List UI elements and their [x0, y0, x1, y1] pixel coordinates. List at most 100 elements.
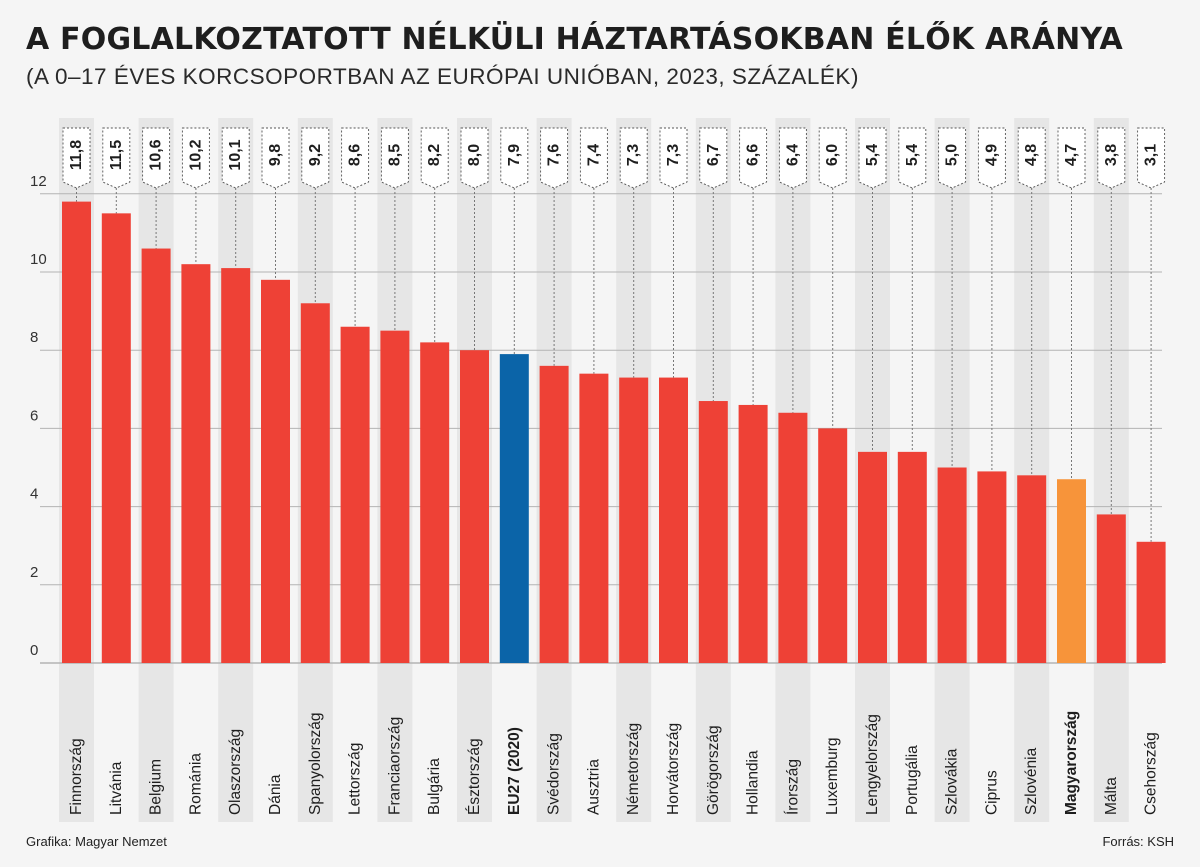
category-label: Portugália [904, 745, 921, 815]
value-label: 10,2 [187, 139, 204, 170]
value-label-box [181, 127, 210, 189]
bar [897, 451, 927, 663]
value-label-box [659, 127, 688, 189]
value-label-box [420, 127, 449, 189]
value-label-box [778, 127, 807, 189]
category-label: Luxemburg [824, 737, 841, 815]
value-label: 8,0 [466, 144, 483, 166]
bar [1017, 475, 1047, 663]
category-label: Szlovénia [1023, 747, 1040, 815]
value-label: 7,3 [665, 144, 682, 166]
value-label-box [221, 127, 250, 189]
chart-title: A FOGLALKOZTATOTT NÉLKÜLI HÁZTARTÁSOKBAN… [26, 22, 1123, 57]
value-label-box [380, 127, 409, 189]
value-label: 3,1 [1143, 144, 1160, 166]
value-label-box [898, 127, 927, 189]
y-tick-label: 4 [30, 486, 38, 503]
bar [1096, 514, 1126, 663]
value-label: 4,9 [983, 144, 1000, 166]
value-label-box [1097, 127, 1126, 189]
category-label: Belgium [148, 759, 165, 815]
value-label: 9,2 [307, 144, 324, 166]
y-tick-label: 0 [30, 642, 38, 659]
value-label: 6,7 [705, 144, 722, 166]
category-label: Görögország [705, 725, 722, 815]
value-label-box [301, 127, 330, 189]
value-label-box [1057, 127, 1086, 189]
bar [420, 342, 450, 663]
bar [1136, 541, 1166, 663]
value-label-box [460, 127, 489, 189]
bar [261, 279, 290, 663]
bar [619, 377, 649, 663]
value-label-box [699, 127, 728, 189]
value-label: 4,7 [1063, 144, 1080, 166]
y-tick-label: 12 [30, 173, 47, 190]
category-label: Finnország [68, 738, 85, 815]
value-label: 6,6 [745, 144, 762, 166]
value-label: 8,6 [347, 144, 364, 166]
value-label-box [341, 127, 370, 189]
category-label: Hollandia [745, 750, 762, 815]
category-label: Málta [1103, 777, 1120, 815]
y-tick-label: 10 [30, 251, 47, 268]
value-label-box [261, 127, 290, 189]
value-label-box [62, 127, 91, 189]
y-tick-label: 2 [30, 564, 38, 581]
y-tick-label: 8 [30, 329, 38, 346]
value-label-box [500, 127, 529, 189]
value-label: 4,8 [1023, 144, 1040, 166]
value-label: 7,4 [585, 144, 602, 166]
source-text: Forrás: KSH [1102, 834, 1174, 849]
category-label: Szlovákia [944, 748, 961, 815]
value-label-box [739, 127, 768, 189]
value-label: 7,3 [625, 144, 642, 166]
value-label-box [977, 127, 1006, 189]
category-label: Csehország [1143, 732, 1160, 815]
value-label: 9,8 [267, 144, 284, 166]
category-label: Bulgária [426, 758, 443, 815]
bar [221, 268, 251, 663]
value-label-box [858, 127, 887, 189]
value-label: 11,8 [68, 140, 85, 170]
category-label: Románia [187, 753, 204, 815]
bar [659, 377, 688, 663]
value-label: 5,0 [944, 144, 961, 166]
bar [858, 451, 887, 663]
bar [539, 365, 569, 663]
value-label-box [540, 127, 569, 189]
value-label-box [818, 127, 847, 189]
value-label-box [102, 127, 131, 189]
value-label: 5,4 [864, 144, 881, 166]
bar [937, 467, 967, 663]
value-label: 10,6 [148, 139, 165, 170]
credit-text: Grafika: Magyar Nemzet [26, 834, 167, 849]
bar [818, 428, 848, 663]
label-leader-lines [76, 188, 1152, 542]
value-label: 6,0 [824, 144, 841, 166]
bar [499, 354, 529, 663]
bar [300, 303, 330, 663]
value-label-box [619, 127, 648, 189]
value-label: 11,5 [108, 140, 125, 170]
category-label: Franciaország [386, 717, 403, 815]
bar [1057, 479, 1086, 663]
value-labels: 11,8 11,5 10,6 10,2 10,1 9,8 9,2 8,6 8,5 8,2 8,0 7,… [62, 127, 1166, 189]
value-label: 8,2 [426, 144, 443, 166]
y-tick-label: 6 [30, 407, 38, 424]
bar [460, 350, 489, 663]
category-label: Észtország [466, 738, 483, 815]
category-label: Németország [625, 723, 642, 815]
category-label: Svédország [546, 733, 563, 815]
category-label: Ciprus [983, 770, 1000, 815]
y-axis: 0 2 4 6 8 10 12 [30, 173, 47, 659]
value-label-box [938, 127, 967, 189]
value-label: 7,9 [506, 144, 523, 166]
bar [579, 373, 609, 663]
value-label-box [142, 127, 171, 189]
category-label: Lettország [347, 743, 364, 815]
bar [62, 201, 91, 663]
bar [101, 213, 131, 663]
bar [340, 326, 370, 663]
